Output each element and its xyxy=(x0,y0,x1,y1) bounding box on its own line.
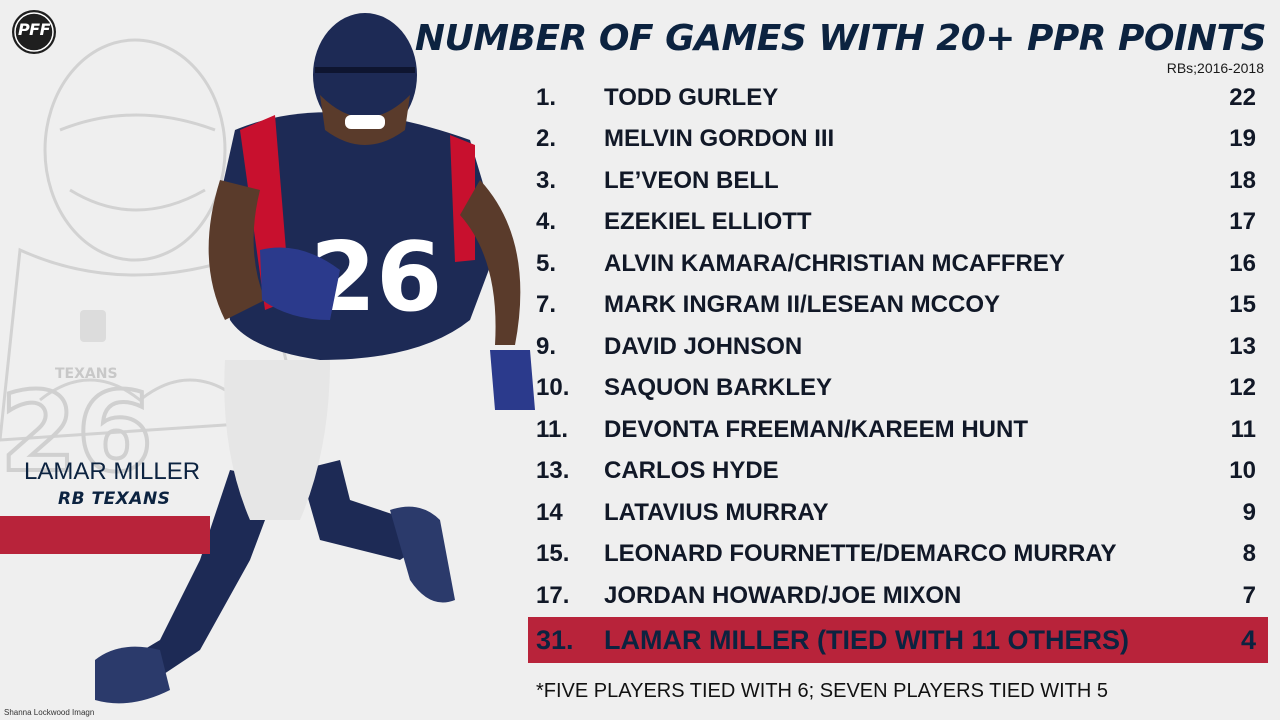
ranking-player-name: MELVIN GORDON III xyxy=(604,125,835,152)
footnote: *FIVE PLAYERS TIED WITH 6; SEVEN PLAYERS… xyxy=(536,680,1108,702)
ranking-row: 14 LATAVIUS MURRAY 9 xyxy=(528,491,1268,533)
svg-text:TEXANS: TEXANS xyxy=(55,366,118,382)
ranking-row: 10. SAQUON BARKLEY 12 xyxy=(528,366,1268,408)
ranking-player-name: JORDAN HOWARD/JOE MIXON xyxy=(604,582,962,609)
pff-logo-text: PFF xyxy=(17,20,51,39)
ranking-player-name: LEONARD FOURNETTE/DEMARCO MURRAY xyxy=(604,540,1117,567)
highlight-value: 4 xyxy=(1240,625,1256,655)
ranking-value: 17 xyxy=(1229,208,1256,235)
photo-credit: Shanna Lockwood Imagn xyxy=(4,708,95,717)
ranking-value: 18 xyxy=(1229,167,1256,194)
ranking-value: 8 xyxy=(1242,540,1256,567)
ranking-player-name: LATAVIUS MURRAY xyxy=(604,499,829,526)
ranking-player-name: ALVIN KAMARA/CHRISTIAN MCAFFREY xyxy=(604,250,1065,277)
ranking-player-name: CARLOS HYDE xyxy=(604,457,779,484)
ranking-row: 17. JORDAN HOWARD/JOE MIXON 7 xyxy=(528,574,1268,616)
ranking-rank: 17. xyxy=(536,582,570,609)
ranking-rank: 7. xyxy=(536,291,557,318)
ranking-value: 15 xyxy=(1229,291,1256,318)
ranking-value: 10 xyxy=(1229,457,1256,484)
player-photo-shape: 26 xyxy=(95,13,535,704)
ranking-row: 15. LEONARD FOURNETTE/DEMARCO MURRAY 8 xyxy=(528,532,1268,574)
ranking-row: 3. LE’VEON BELL 18 xyxy=(528,159,1268,201)
pff-logo xyxy=(10,8,58,56)
ranking-row: 2. MELVIN GORDON III 19 xyxy=(528,117,1268,159)
chart-subtitle: RBs;2016-2018 xyxy=(1166,60,1264,76)
highlighted-ranking-row: 31. LAMAR MILLER (TIED WITH 11 OTHERS) 4 xyxy=(528,617,1268,663)
ranking-value: 19 xyxy=(1229,125,1256,152)
ranking-row: 9. DAVID JOHNSON 13 xyxy=(528,325,1268,367)
highlight-player-name: LAMAR MILLER (TIED WITH 11 OTHERS) xyxy=(604,625,1129,655)
ranking-rank: 14 xyxy=(536,499,563,526)
ranking-rank: 10. xyxy=(536,374,570,401)
ranking-row: 11. DEVONTA FREEMAN/KAREEM HUNT 11 xyxy=(528,408,1268,450)
ranking-rank: 2. xyxy=(536,125,557,152)
featured-player-position: RB TEXANS xyxy=(58,489,171,509)
ranking-value: 12 xyxy=(1229,374,1256,401)
ranking-row: 7. MARK INGRAM II/LESEAN MCCOY 15 xyxy=(528,283,1268,325)
ranking-rank: 1. xyxy=(536,84,557,111)
ranking-row: 1. TODD GURLEY 22 xyxy=(528,76,1268,118)
featured-player-name: LAMAR MILLER xyxy=(24,458,201,485)
ranking-rank: 4. xyxy=(536,208,557,235)
ranking-player-name: TODD GURLEY xyxy=(604,84,779,111)
ranking-player-name: MARK INGRAM II/LESEAN MCCOY xyxy=(604,291,1000,318)
ranking-row: 13. CARLOS HYDE 10 xyxy=(528,449,1268,491)
pff-logo-icon xyxy=(12,10,56,54)
ranking-player-name: LE’VEON BELL xyxy=(604,167,779,194)
ranking-value: 22 xyxy=(1229,84,1256,111)
ranking-value: 16 xyxy=(1229,250,1256,277)
ranking-row: 4. EZEKIEL ELLIOTT 17 xyxy=(528,200,1268,242)
ranking-row: 5. ALVIN KAMARA/CHRISTIAN MCAFFREY 16 xyxy=(528,242,1268,284)
ranking-value: 13 xyxy=(1229,333,1256,360)
svg-text:26: 26 xyxy=(0,368,153,496)
ranking-rank: 9. xyxy=(536,333,557,360)
red-accent-band xyxy=(0,516,210,554)
ranking-player-name: DEVONTA FREEMAN/KAREEM HUNT xyxy=(604,416,1028,443)
ranking-value: 11 xyxy=(1230,416,1256,443)
highlight-rank: 31. xyxy=(536,625,574,655)
chart-title: NUMBER OF GAMES WITH 20+ PPR POINTS xyxy=(414,18,1267,59)
ranking-value: 7 xyxy=(1242,582,1256,609)
ranking-player-name: SAQUON BARKLEY xyxy=(604,374,833,401)
ranking-rank: 5. xyxy=(536,250,557,277)
ranking-player-name: DAVID JOHNSON xyxy=(604,333,803,360)
ranking-rank: 15. xyxy=(536,540,570,567)
ranking-value: 9 xyxy=(1242,499,1256,526)
ranking-rank: 11. xyxy=(536,416,569,443)
ranking-rank: 3. xyxy=(536,167,557,194)
ranking-player-name: EZEKIEL ELLIOTT xyxy=(604,208,812,235)
ranking-rank: 13. xyxy=(536,457,570,484)
